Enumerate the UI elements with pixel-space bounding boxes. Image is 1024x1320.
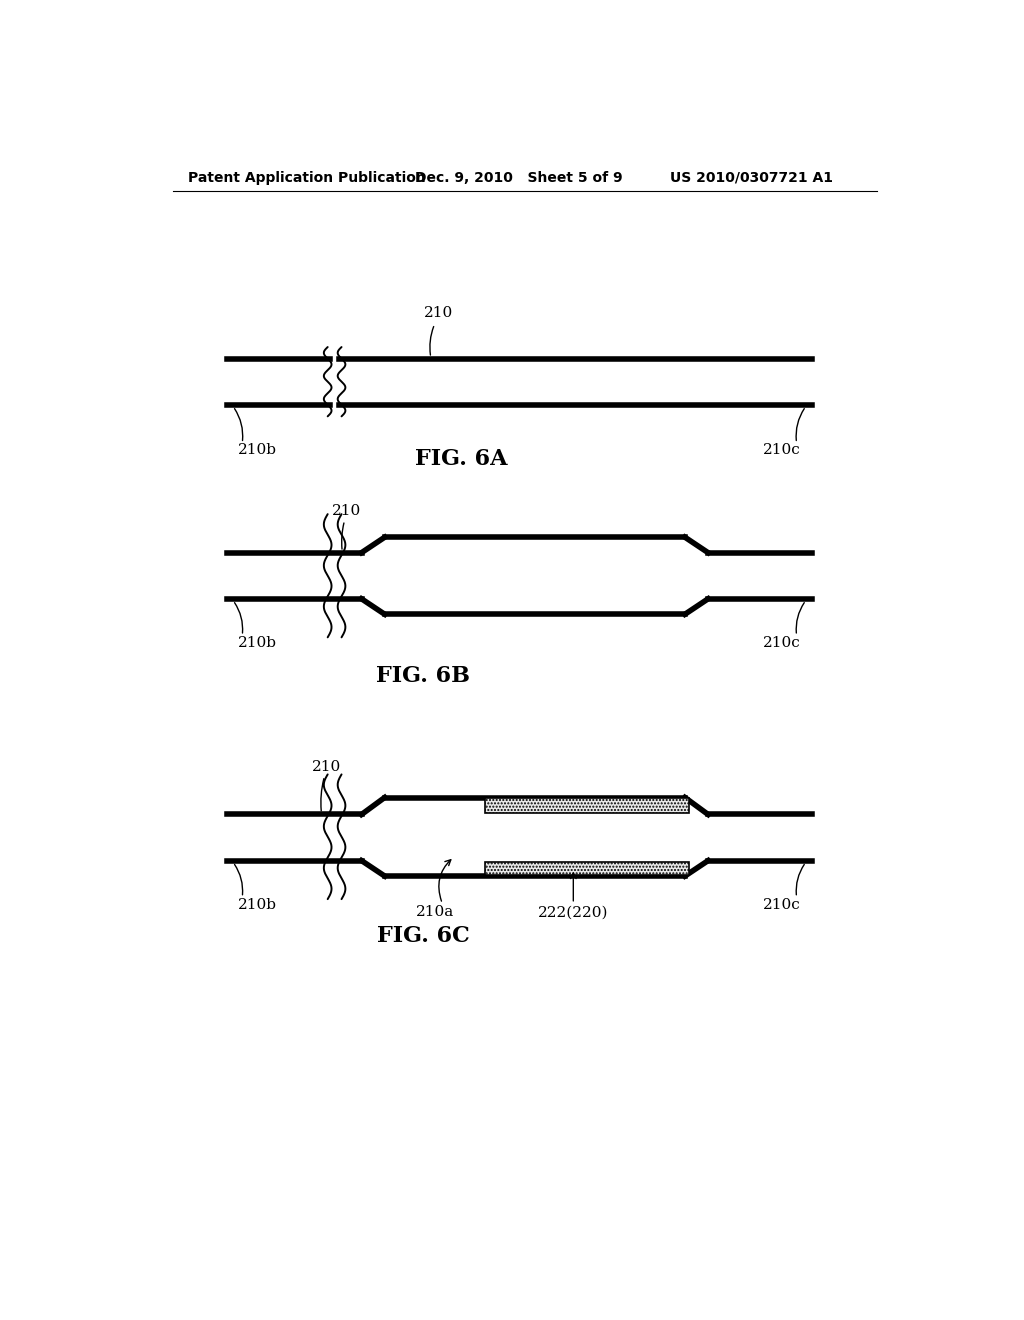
Text: 210b: 210b	[239, 898, 278, 912]
Text: US 2010/0307721 A1: US 2010/0307721 A1	[670, 170, 833, 185]
Text: 210b: 210b	[239, 636, 278, 649]
Text: 210c: 210c	[763, 898, 801, 912]
Text: 210c: 210c	[763, 444, 801, 457]
Text: 210b: 210b	[239, 444, 278, 457]
Text: FIG. 6C: FIG. 6C	[377, 925, 470, 948]
Text: 210a: 210a	[416, 906, 454, 919]
Text: Patent Application Publication: Patent Application Publication	[188, 170, 426, 185]
Text: 222(220): 222(220)	[538, 906, 608, 919]
Text: FIG. 6B: FIG. 6B	[376, 665, 470, 686]
Text: 210: 210	[424, 306, 454, 321]
Text: 210c: 210c	[763, 636, 801, 649]
Bar	[484, 799, 689, 813]
Text: 210: 210	[312, 759, 342, 774]
Text: 210: 210	[332, 504, 360, 517]
Bar	[484, 862, 689, 875]
Text: FIG. 6A: FIG. 6A	[416, 447, 508, 470]
Text: Dec. 9, 2010   Sheet 5 of 9: Dec. 9, 2010 Sheet 5 of 9	[416, 170, 623, 185]
